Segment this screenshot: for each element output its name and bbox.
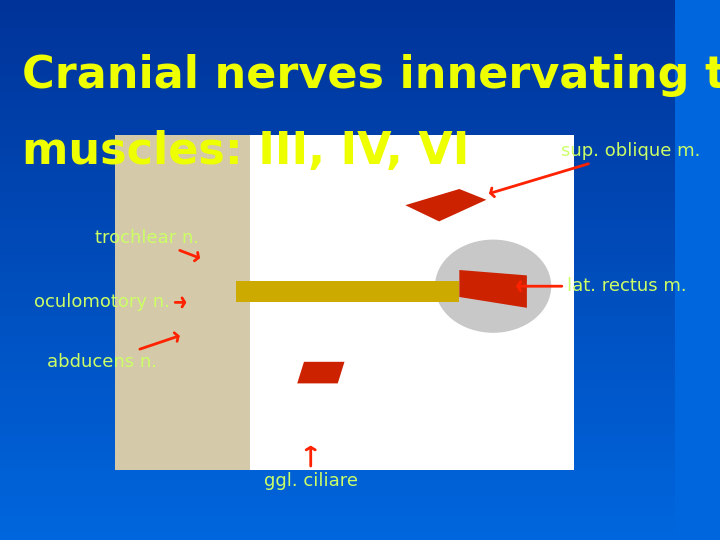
Bar — [0, 108, 675, 117]
Bar — [0, 396, 675, 405]
Bar — [0, 333, 675, 342]
Bar — [0, 315, 675, 324]
Bar — [0, 504, 675, 513]
Bar — [0, 45, 675, 54]
Bar — [0, 54, 675, 63]
Bar — [0, 0, 675, 9]
Bar — [0, 522, 675, 531]
Text: ggl. ciliare: ggl. ciliare — [264, 447, 358, 490]
Bar — [0, 126, 675, 135]
Bar — [0, 162, 675, 171]
Bar — [0, 306, 675, 315]
Bar — [0, 288, 675, 297]
Bar — [0, 450, 675, 459]
Bar — [0, 432, 675, 441]
Bar — [0, 459, 675, 468]
Text: sup. oblique m.: sup. oblique m. — [490, 142, 700, 197]
Bar — [0, 135, 675, 144]
Text: trochlear n.: trochlear n. — [94, 228, 199, 261]
Bar — [0, 72, 675, 81]
Bar — [0, 63, 675, 72]
Bar — [0, 207, 675, 216]
Bar — [0, 468, 675, 477]
Bar — [0, 198, 675, 207]
Bar — [0, 144, 675, 153]
Bar — [0, 90, 675, 99]
Bar — [0, 324, 675, 333]
Bar — [0, 99, 675, 108]
Bar — [0, 27, 675, 36]
Bar — [0, 81, 675, 90]
Bar — [0, 261, 675, 270]
Bar — [0, 441, 675, 450]
Bar — [0, 531, 675, 540]
Polygon shape — [114, 135, 250, 470]
Bar — [0, 225, 675, 234]
Bar — [0, 513, 675, 522]
Polygon shape — [297, 362, 344, 383]
Bar — [0, 342, 675, 351]
Bar — [0, 18, 675, 27]
Text: Cranial nerves innervating the eye’s: Cranial nerves innervating the eye’s — [22, 54, 720, 97]
Bar — [0, 360, 675, 369]
Bar — [0, 180, 675, 189]
Bar — [0, 189, 675, 198]
Bar — [0, 414, 675, 423]
Bar — [0, 423, 675, 432]
Bar — [0, 117, 675, 126]
Bar — [0, 351, 675, 360]
Bar — [0, 486, 675, 495]
Polygon shape — [459, 270, 527, 308]
Bar — [0, 171, 675, 180]
Circle shape — [436, 240, 551, 332]
Bar — [0, 153, 675, 162]
Text: abducens n.: abducens n. — [48, 333, 179, 371]
Bar — [0, 252, 675, 261]
Text: lat. rectus m.: lat. rectus m. — [518, 277, 687, 295]
Bar — [0, 243, 675, 252]
Text: oculomotory n.: oculomotory n. — [34, 293, 185, 312]
Bar — [0, 270, 675, 279]
Polygon shape — [405, 189, 486, 221]
Bar — [0, 378, 675, 387]
Bar — [0, 477, 675, 486]
Bar — [0, 234, 675, 243]
Bar — [114, 135, 574, 470]
Bar — [0, 387, 675, 396]
Polygon shape — [236, 281, 459, 302]
Bar — [0, 297, 675, 306]
Bar — [0, 9, 675, 18]
Bar — [0, 495, 675, 504]
Bar — [0, 216, 675, 225]
Bar — [0, 405, 675, 414]
Bar — [0, 36, 675, 45]
Text: muscles: III, IV, VI: muscles: III, IV, VI — [22, 130, 469, 173]
Bar — [0, 369, 675, 378]
Bar — [0, 279, 675, 288]
